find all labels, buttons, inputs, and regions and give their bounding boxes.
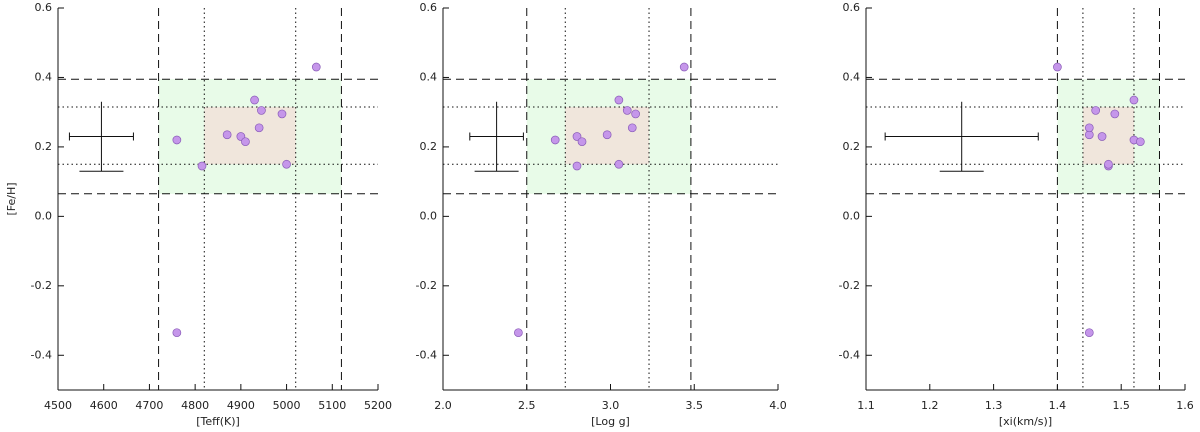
x-tick-label: 5100 xyxy=(318,399,346,412)
point xyxy=(1129,95,1139,105)
y-tick-label: 0.2 xyxy=(843,140,861,153)
point xyxy=(1104,159,1113,169)
x-tick-label: 4900 xyxy=(227,399,255,412)
x-tick-label: 5200 xyxy=(364,399,392,412)
x-tick-label: 4800 xyxy=(181,399,209,412)
x-tick-label: 5000 xyxy=(273,399,301,412)
y-tick-label: 0.0 xyxy=(843,209,861,222)
point xyxy=(572,161,582,171)
y-tick-label: 0.6 xyxy=(420,1,438,14)
point xyxy=(282,159,291,169)
point xyxy=(550,135,560,145)
point xyxy=(1053,62,1062,72)
y-tick-label: -0.4 xyxy=(416,348,437,361)
y-tick-label: -0.2 xyxy=(31,279,52,292)
y-tick-label: 0.2 xyxy=(35,140,53,153)
x-axis-label: [Teff(K)] xyxy=(196,415,240,428)
y-tick-label: 0.0 xyxy=(35,209,53,222)
point xyxy=(222,130,232,140)
point xyxy=(622,106,632,115)
point xyxy=(1091,106,1101,115)
point xyxy=(254,123,264,133)
x-tick-label: 3.5 xyxy=(686,399,704,412)
point xyxy=(602,130,612,140)
x-tick-label: 4500 xyxy=(44,399,72,412)
x-tick-label: 4700 xyxy=(135,399,163,412)
x-axis-label: [Log g] xyxy=(591,415,630,428)
point xyxy=(311,62,321,72)
y-tick-label: -0.2 xyxy=(839,279,860,292)
point xyxy=(1097,132,1107,141)
point xyxy=(572,132,582,141)
y-tick-label: 0.0 xyxy=(420,209,438,222)
x-tick-label: 1.2 xyxy=(921,399,939,412)
point xyxy=(1110,109,1120,119)
point xyxy=(172,328,182,338)
point xyxy=(277,109,287,119)
x-tick-label: 2.0 xyxy=(434,399,452,412)
y-tick-label: -0.4 xyxy=(839,348,860,361)
y-tick-label: 0.4 xyxy=(420,70,438,83)
point xyxy=(1084,123,1094,133)
y-tick-label: 0.6 xyxy=(35,1,53,14)
x-tick-label: 1.5 xyxy=(1112,399,1130,412)
y-tick-label: -0.2 xyxy=(416,279,437,292)
point xyxy=(627,123,637,133)
y-tick-label: -0.4 xyxy=(31,348,52,361)
x-tick-label: 1.4 xyxy=(1049,399,1067,412)
point xyxy=(172,135,182,145)
point xyxy=(614,95,624,105)
point xyxy=(514,328,523,338)
point xyxy=(679,62,689,72)
x-tick-label: 1.6 xyxy=(1176,399,1194,412)
point xyxy=(1084,328,1094,338)
x-tick-label: 4600 xyxy=(90,399,118,412)
x-tick-label: 3.0 xyxy=(602,399,620,412)
x-tick-label: 2.5 xyxy=(518,399,536,412)
point xyxy=(1135,137,1145,147)
point xyxy=(257,106,266,115)
x-tick-label: 1.1 xyxy=(857,399,875,412)
x-tick-label: 4.0 xyxy=(769,399,787,412)
point xyxy=(577,137,587,147)
point xyxy=(250,95,259,105)
y-axis-label: [Fe/H] xyxy=(5,182,18,215)
y-tick-label: 0.2 xyxy=(420,140,438,153)
x-tick-label: 1.3 xyxy=(985,399,1003,412)
x-axis-label: [xi(km/s)] xyxy=(999,415,1052,428)
y-tick-label: 0.4 xyxy=(35,70,53,83)
y-tick-label: 0.6 xyxy=(843,1,861,14)
point xyxy=(241,137,250,147)
point xyxy=(631,109,640,119)
point xyxy=(614,159,624,169)
y-tick-label: 0.4 xyxy=(843,70,861,83)
point xyxy=(197,161,207,171)
